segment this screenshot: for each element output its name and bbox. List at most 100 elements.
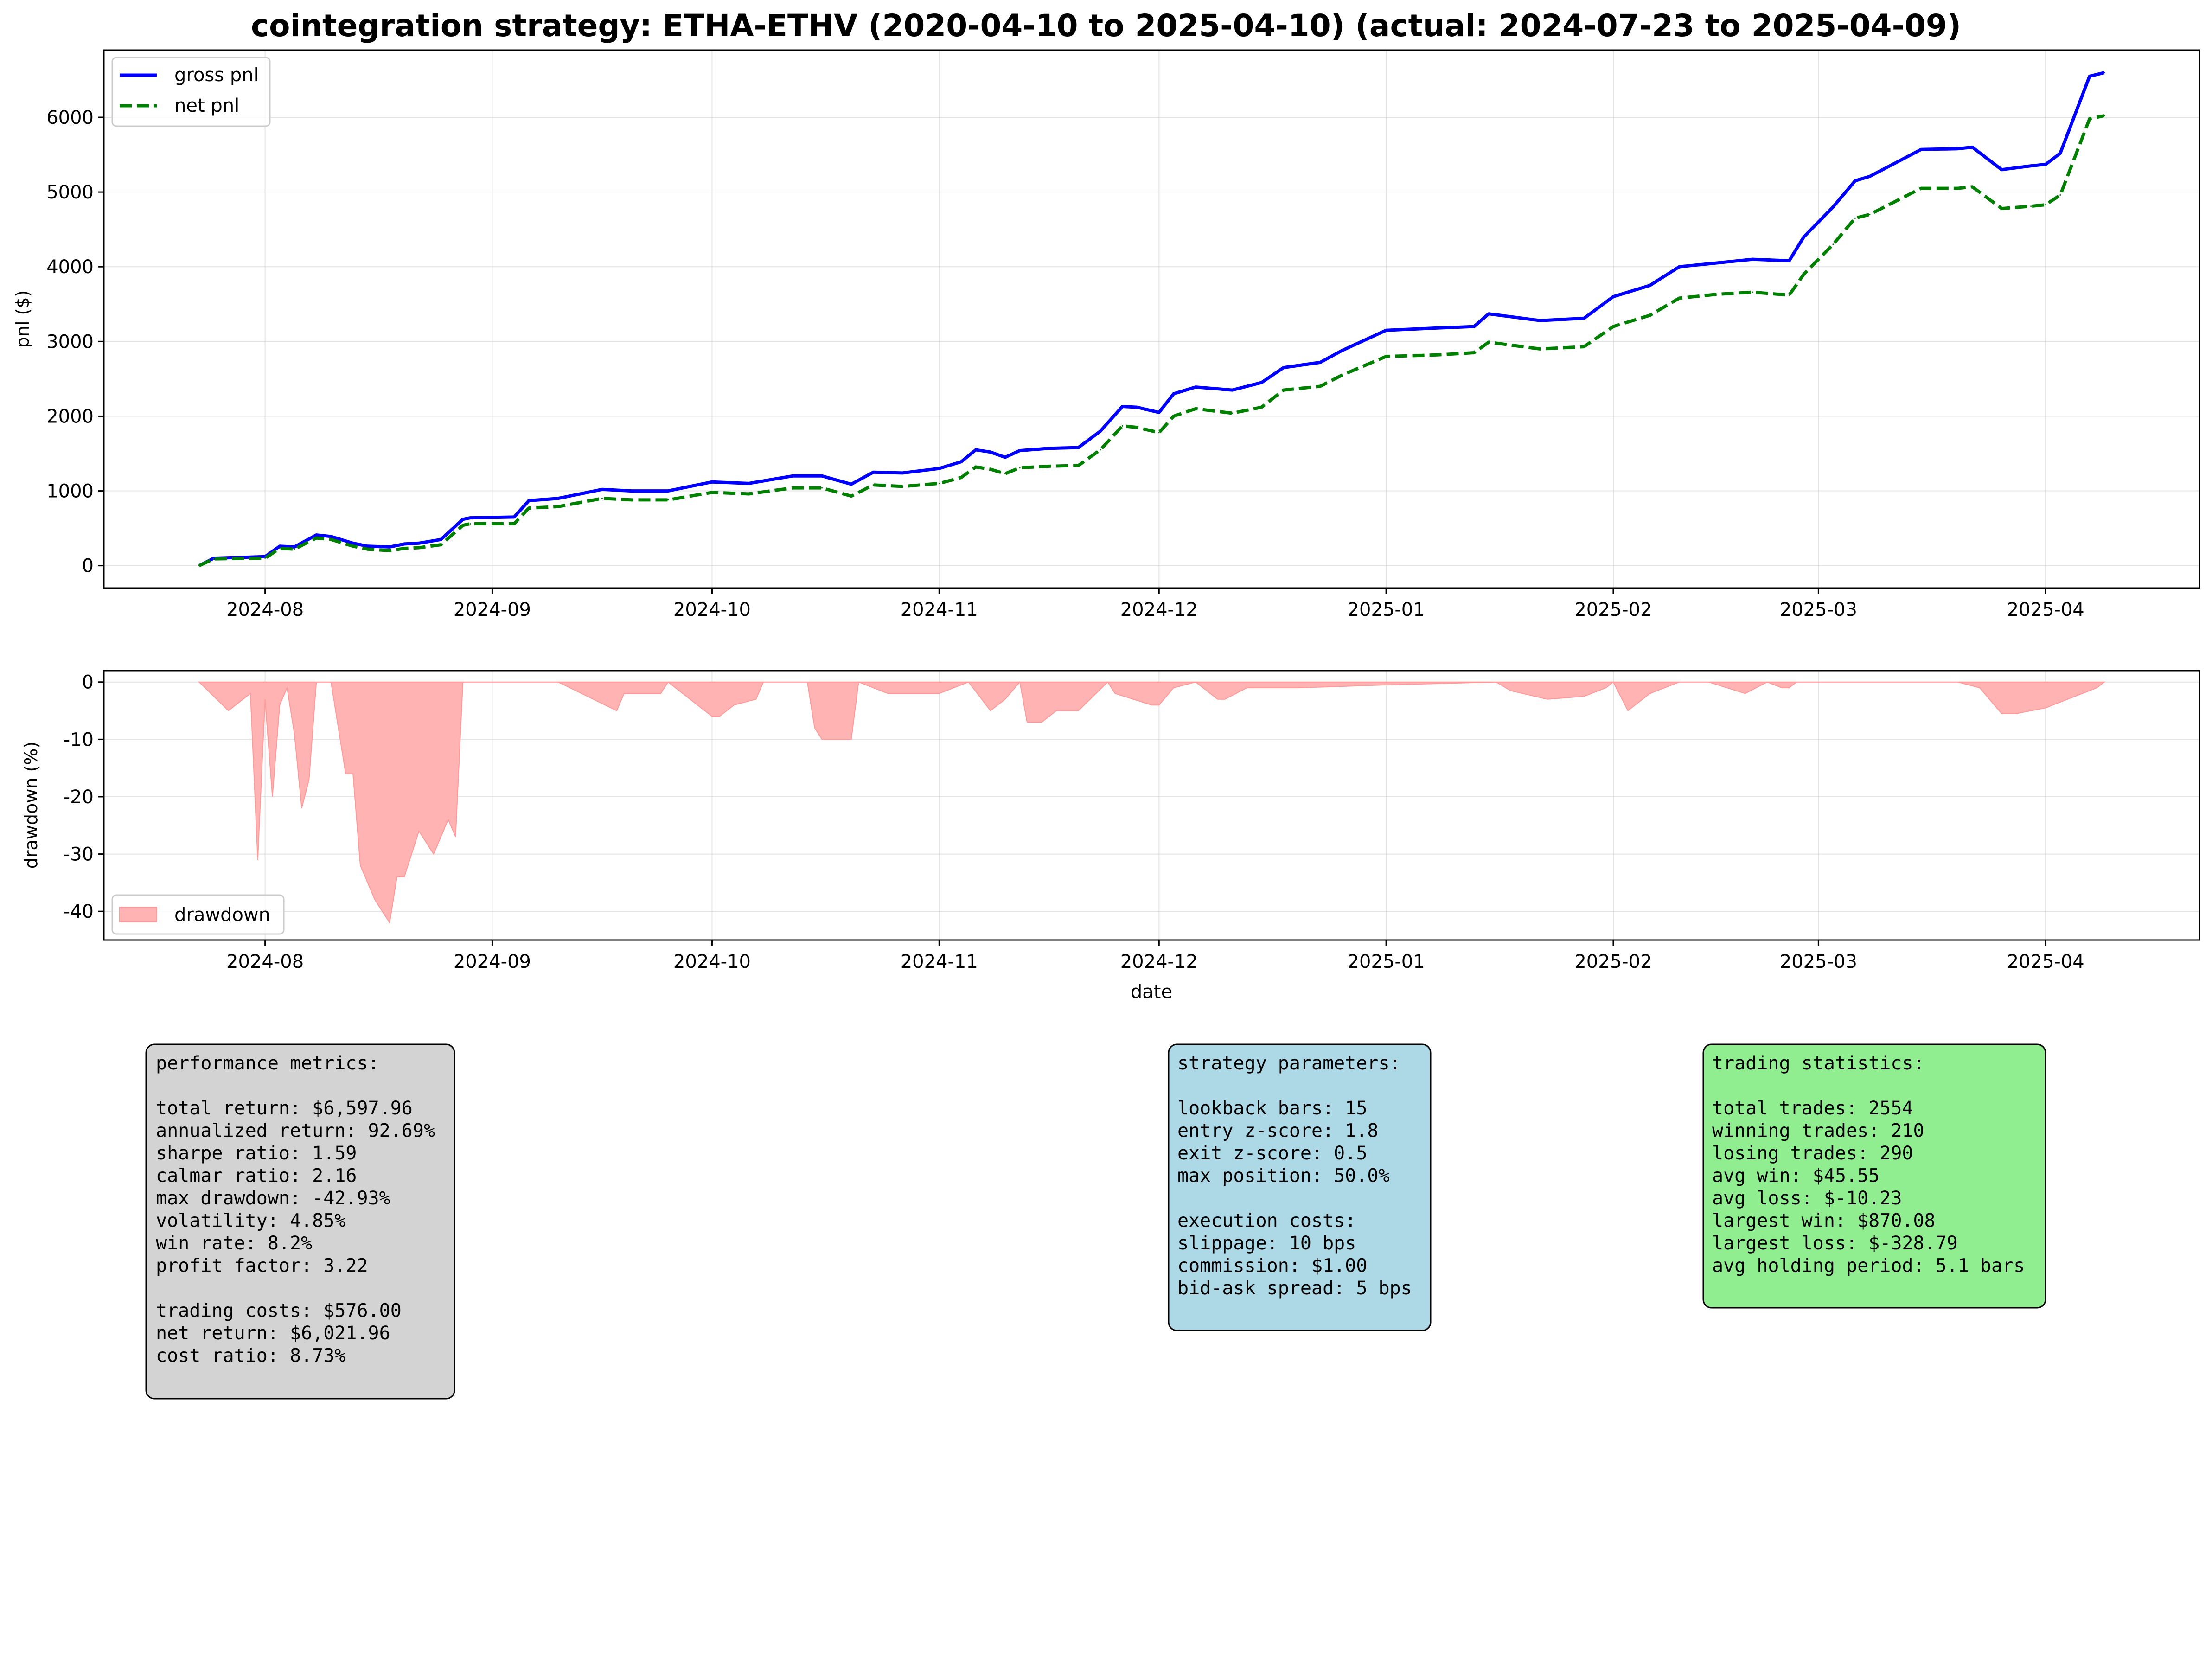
gross-pnl-point	[631, 490, 633, 492]
net-pnl-point	[960, 477, 962, 479]
performance-line: volatility: 4.85%	[156, 1210, 345, 1232]
drawdown-axes-frame	[103, 670, 2200, 941]
drawdown-ytick-label: 0	[82, 672, 94, 693]
net-pnl-point	[2030, 205, 2032, 207]
net-pnl-point	[872, 484, 874, 486]
performance-line: net return: $6,021.96	[156, 1323, 390, 1344]
gross-pnl-point	[601, 488, 603, 490]
gross-pnl-point	[1957, 148, 1959, 150]
net-pnl-point	[1004, 473, 1006, 474]
gross-pnl-point	[1158, 411, 1160, 413]
gross-pnl-point	[352, 542, 354, 544]
gross-pnl-point	[440, 538, 442, 540]
gross-pnl-point	[975, 449, 977, 451]
net-pnl-point	[711, 492, 713, 493]
performance-line: calmar ratio: 2.16	[156, 1165, 357, 1187]
net-pnl-point	[1136, 427, 1138, 429]
performance-metrics-panel: performance metrics: total return: $6,597…	[145, 1043, 455, 1400]
legend-net-pnl-label: net pnl	[174, 95, 239, 116]
gross-pnl-point	[1437, 327, 1438, 329]
net-pnl-point	[462, 525, 464, 526]
gross-pnl-point	[1077, 447, 1079, 448]
gross-pnl-point	[960, 461, 962, 463]
trading-line: avg loss: $-10.23	[1712, 1188, 1902, 1209]
net-pnl-point	[1341, 374, 1343, 376]
net-pnl-point	[513, 523, 515, 525]
gross-pnl-point	[403, 543, 405, 545]
gross-pnl-point	[294, 546, 295, 548]
gross-pnl-point	[1612, 296, 1614, 298]
net-pnl-point	[1077, 465, 1079, 467]
drawdown-ticks: 2024-08 2024-09 2024-10 2024-11 2024-12 2025-…	[64, 672, 2084, 972]
net-pnl-point	[352, 545, 354, 547]
trading-line: largest loss: $-328.79	[1712, 1233, 1958, 1254]
performance-line: sharpe ratio: 1.59	[156, 1143, 357, 1164]
pnl-series	[198, 71, 2105, 567]
performance-line: max drawdown: -42.93%	[156, 1188, 390, 1209]
strategy-line: slippage: 10 bps	[1177, 1233, 1356, 1254]
net-pnl-point	[1715, 294, 1717, 295]
strategy-parameters-panel: strategy parameters: lookback bars: 15ent…	[1168, 1043, 1432, 1331]
gross-pnl-point	[1752, 258, 1753, 260]
net-pnl-point	[1583, 346, 1585, 348]
drawdown-ytick-label: -20	[64, 787, 94, 808]
pnl-xtick-label: 2025-01	[1348, 599, 1425, 621]
gross-pnl-point	[469, 517, 471, 519]
net-pnl-point	[792, 487, 793, 489]
net-pnl-point	[1231, 412, 1233, 414]
gross-pnl-point	[1100, 430, 1101, 432]
gross-pnl-point	[1920, 148, 1922, 150]
trading-line: avg holding period: 5.1 bars	[1712, 1255, 2025, 1277]
pnl-xtick-label: 2024-08	[226, 599, 304, 621]
strategy-line: exit z-score: 0.5	[1177, 1143, 1367, 1164]
net-pnl-point	[1752, 291, 1753, 293]
gross-pnl-point	[938, 467, 940, 469]
gross-pnl-point	[418, 542, 420, 544]
pnl-xtick-label: 2025-02	[1574, 599, 1652, 621]
strategy-line: bid-ask spread: 5 bps	[1177, 1278, 1412, 1299]
trading-statistics-text: trading statistics: total trades: 2554win…	[1712, 1053, 2025, 1277]
net-pnl-point	[990, 468, 991, 470]
pnl-chart: 2024-08 2024-09 2024-10 2024-11 2024-12 2025-…	[13, 49, 2200, 621]
net-pnl-point	[2103, 115, 2105, 116]
net-pnl-point	[315, 537, 317, 539]
gross-pnl-point	[2089, 75, 2091, 77]
net-pnl-point	[440, 544, 442, 546]
pnl-xtick-label: 2024-10	[673, 599, 751, 621]
performance-line: trading costs: $576.00	[156, 1300, 402, 1322]
net-pnl-point	[264, 557, 266, 559]
gross-pnl-point	[2059, 152, 2061, 154]
gross-pnl-point	[792, 475, 793, 477]
pnl-grid	[104, 50, 2199, 588]
net-pnl-point	[1319, 385, 1321, 387]
net-pnl-point	[938, 482, 940, 484]
trading-line: avg win: $45.55	[1712, 1165, 1880, 1187]
net-pnl-point	[1678, 297, 1680, 299]
net-pnl-point	[213, 558, 215, 560]
net-pnl-point	[2045, 204, 2046, 205]
pnl-xtick-label: 2024-09	[454, 599, 531, 621]
strategy-line: lookback bars: 15	[1177, 1098, 1367, 1119]
legend-drawdown-swatch	[119, 907, 157, 922]
net-pnl-point	[601, 498, 603, 499]
gross-pnl-point	[821, 475, 823, 477]
drawdown-ytick-label: -40	[64, 901, 94, 922]
gross-pnl-point	[1261, 382, 1263, 384]
gross-pnl-point	[1341, 350, 1343, 352]
strategy-line: commission: $1.00	[1177, 1255, 1367, 1277]
net-pnl-point	[1488, 341, 1490, 343]
strategy-line: max position: 50.0%	[1177, 1165, 1390, 1187]
drawdown-xtick-label: 2025-04	[2007, 951, 2084, 972]
gross-pnl-point	[1715, 262, 1717, 264]
net-pnl-point	[1832, 243, 1834, 245]
net-pnl-point	[1195, 408, 1196, 409]
net-pnl-point	[2001, 208, 2002, 210]
drawdown-xlabel: date	[1131, 981, 1172, 1003]
performance-line: performance metrics:	[156, 1053, 379, 1074]
net-pnl-point	[975, 466, 977, 468]
net-pnl-point	[279, 548, 281, 550]
net-pnl-point	[1100, 449, 1101, 451]
drawdown-xtick-label: 2025-03	[1780, 951, 1857, 972]
net-pnl-point	[748, 493, 749, 495]
net-pnl-point	[631, 499, 633, 501]
